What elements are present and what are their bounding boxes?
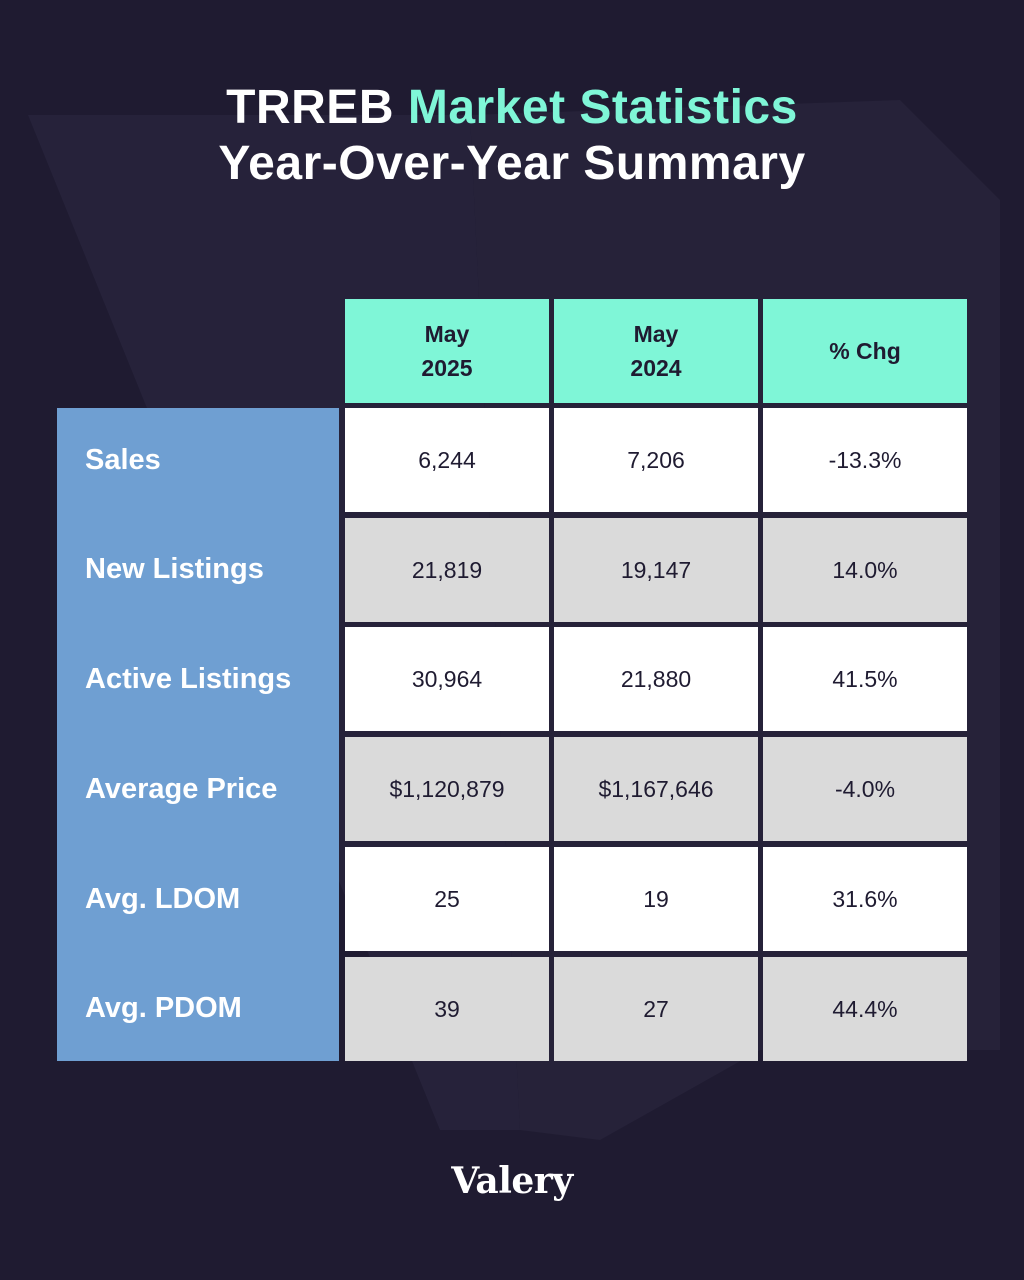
table-cell: 41.5% [763,627,967,731]
row-label-column: Sales New Listings Active Listings Avera… [57,408,339,1061]
row-label-average-price: Average Price [85,773,278,805]
table-cell: 30,964 [345,627,549,731]
row-label-avg-ldom: Avg. LDOM [85,883,241,915]
table-cell: 44.4% [763,957,967,1061]
title-line-2: Year-Over-Year Summary [218,137,806,190]
brand-logo: Valery [451,1160,573,1202]
title-accent: Market Statistics [407,81,798,134]
table-cell: 39 [345,957,549,1061]
row-label-new-listings: New Listings [85,553,264,585]
table-cell: 14.0% [763,518,967,622]
column-header-may-2024: May 2024 [554,299,758,403]
table-cell: 7,206 [554,408,758,512]
table-cell: 21,880 [554,627,758,731]
table-cell: -13.3% [763,408,967,512]
table-cell: 19 [554,847,758,951]
table-cell: 6,244 [345,408,549,512]
row-label-active-listings: Active Listings [85,663,292,695]
title-line-1: TRREB Market Statistics [0,80,1024,136]
column-header-pct-change: % Chg [763,299,967,403]
table-cell: $1,167,646 [554,737,758,841]
table-cell: 31.6% [763,847,967,951]
table-cell: 21,819 [345,518,549,622]
page-title: TRREB Market Statistics Year-Over-Year S… [0,80,1024,192]
table-cell: -4.0% [763,737,967,841]
table-cell: 27 [554,957,758,1061]
table-cell: 19,147 [554,518,758,622]
row-label-sales: Sales [85,444,161,476]
title-prefix: TRREB [226,81,394,134]
column-header-may-2025: May 2025 [345,299,549,403]
row-label-avg-pdom: Avg. PDOM [85,992,242,1024]
table-cell: $1,120,879 [345,737,549,841]
table-cell: 25 [345,847,549,951]
